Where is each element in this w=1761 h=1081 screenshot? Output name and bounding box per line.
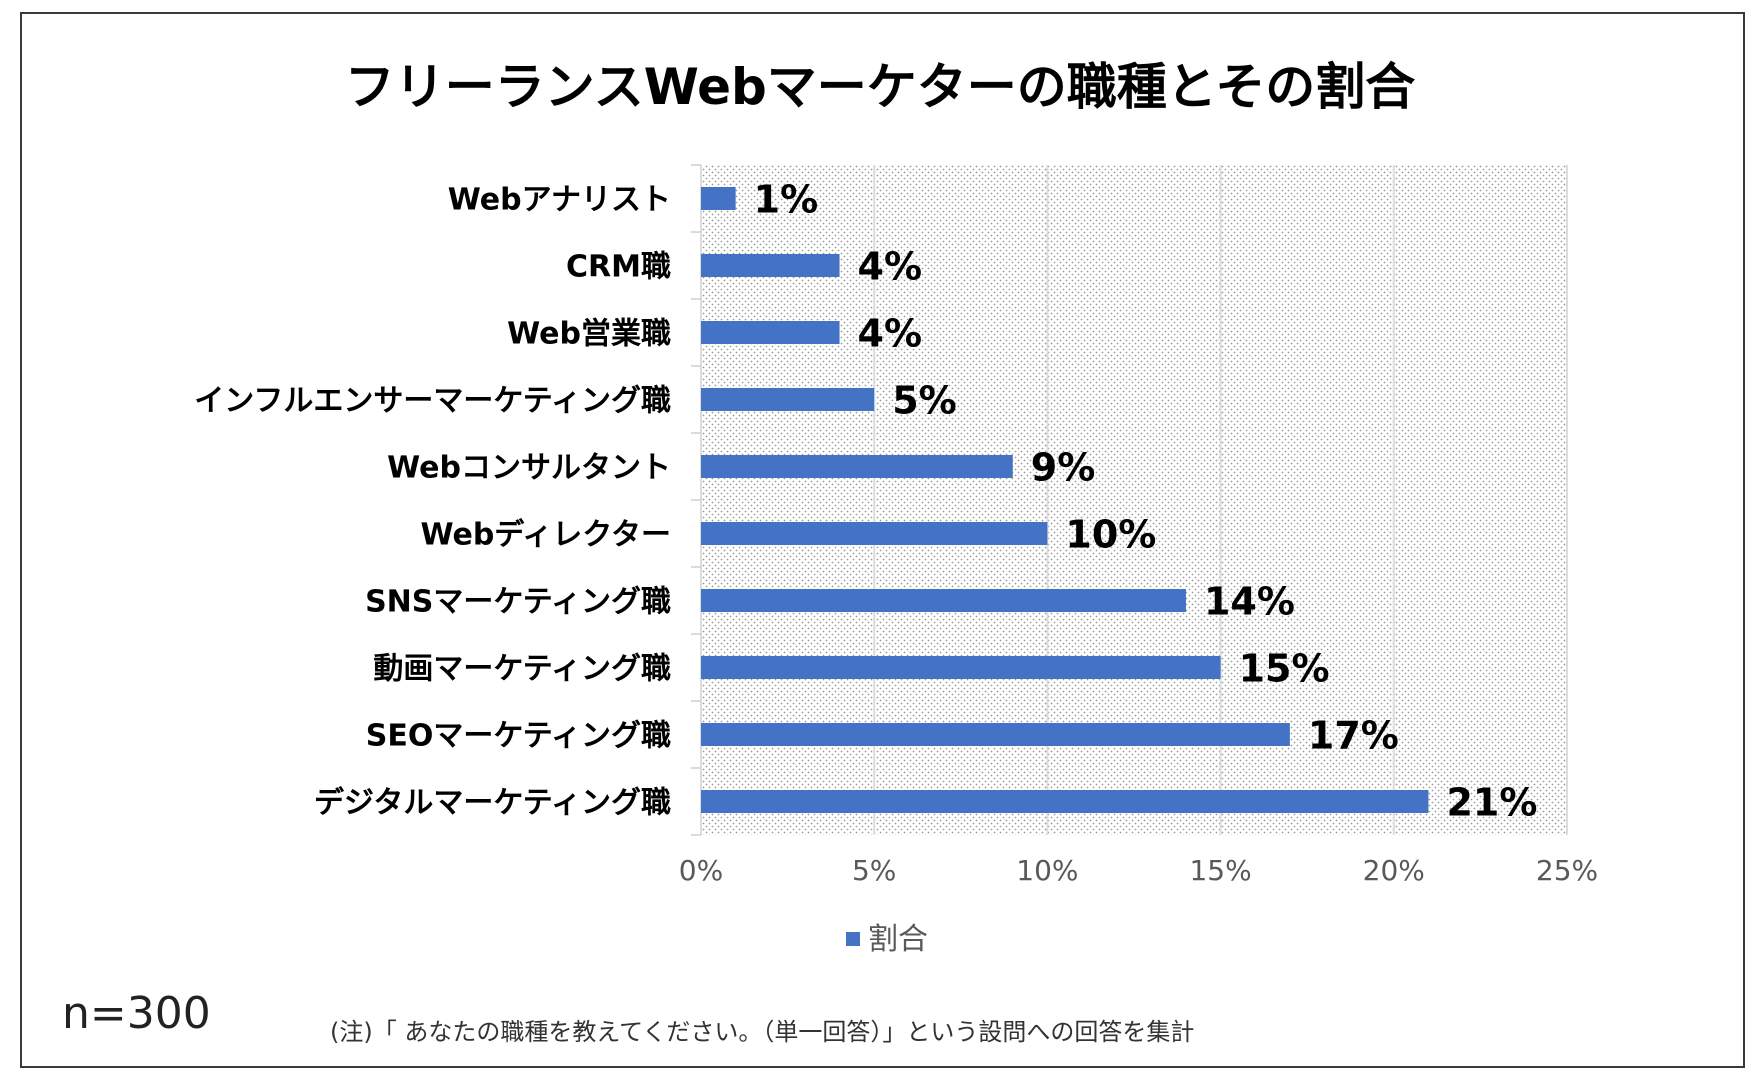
data-label: 21%: [1446, 781, 1537, 825]
x-tick-label: 20%: [1363, 854, 1425, 887]
bar: [701, 388, 875, 411]
bar: [701, 455, 1013, 478]
data-label: 5%: [892, 379, 957, 423]
data-label: 4%: [858, 312, 923, 356]
bar: [701, 790, 1429, 813]
bar: [701, 589, 1186, 612]
x-tick-label: 15%: [1189, 854, 1251, 887]
category-label: Web営業職: [507, 317, 671, 352]
data-label: 17%: [1308, 714, 1399, 758]
x-tick-label: 5%: [852, 854, 896, 887]
category-label: インフルエンサーマーケティング職: [194, 384, 671, 419]
category-label: CRM職: [566, 250, 671, 285]
chart-title: フリーランスWebマーケターの職種とその割合: [345, 58, 1416, 116]
bar: [701, 254, 840, 277]
sample-size: n=300: [62, 988, 211, 1039]
data-labels: 1% 4% 4% 5% 9% 10% 14% 15% 17% 21%: [754, 178, 1538, 825]
category-label: SEOマーケティング職: [366, 719, 671, 754]
legend-swatch: [846, 932, 860, 946]
legend-label: 割合: [868, 922, 928, 957]
bar: [701, 656, 1221, 679]
category-label: SNSマーケティング職: [365, 585, 671, 620]
bar: [701, 187, 736, 210]
bar: [701, 723, 1290, 746]
category-label: Webディレクター: [420, 518, 671, 553]
data-label: 4%: [858, 245, 923, 289]
data-label: 15%: [1239, 647, 1330, 691]
axis: [691, 164, 702, 836]
data-label: 14%: [1204, 580, 1295, 624]
x-tick-label: 25%: [1536, 854, 1598, 887]
category-label: Webアナリスト: [448, 183, 671, 218]
bar: [701, 321, 840, 344]
bar: [701, 522, 1048, 545]
category-label: Webコンサルタント: [387, 451, 671, 486]
category-label: デジタルマーケティング職: [314, 786, 671, 821]
footnote: (注)「 あなたの職種を教えてください。（単一回答）」という設問への回答を集計: [330, 1018, 1195, 1046]
data-label: 9%: [1031, 446, 1096, 490]
bars: [701, 187, 1429, 813]
legend: 割合: [846, 922, 928, 957]
x-tick-label: 10%: [1016, 854, 1078, 887]
x-tick-label: 0%: [679, 854, 723, 887]
x-tick-labels: 0% 5% 10% 15% 20% 25%: [679, 854, 1598, 887]
category-label: 動画マーケティング職: [373, 652, 671, 687]
data-label: 10%: [1065, 513, 1156, 557]
data-label: 1%: [754, 178, 819, 222]
